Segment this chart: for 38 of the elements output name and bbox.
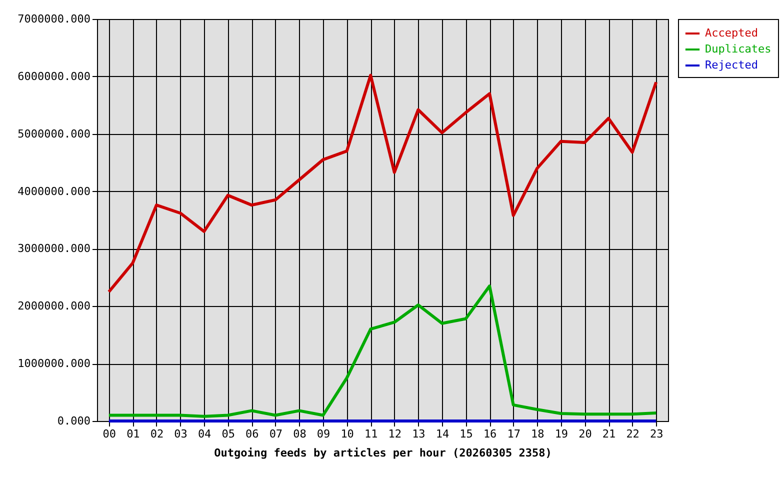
line-series <box>107 284 658 418</box>
x-tick-label: 10 <box>340 428 354 440</box>
x-tick-label: 09 <box>316 428 330 440</box>
legend-label: Duplicates <box>705 42 772 56</box>
y-tick-label: 2000000.000 <box>18 300 90 313</box>
x-tick-label: 01 <box>126 428 140 440</box>
x-tick-label: 12 <box>388 428 402 440</box>
x-tick-label: 13 <box>412 428 426 440</box>
x-tick-label: 03 <box>174 428 188 440</box>
x-tick-label: 02 <box>150 428 164 440</box>
x-tick-label: 17 <box>507 428 520 440</box>
y-tick-label: 7000000.000 <box>18 12 90 26</box>
y-tick-label: 1000000.000 <box>18 357 90 370</box>
x-tick-label: 05 <box>222 428 235 440</box>
legend-label: Accepted <box>705 26 758 40</box>
y-tick-label: 3000000.000 <box>18 242 90 256</box>
y-tick-label: 5000000.000 <box>18 127 90 140</box>
x-tick-label: 11 <box>364 428 378 440</box>
x-tick-label: 23 <box>650 428 664 440</box>
y-tick-label: 0.000 <box>57 414 90 428</box>
line-series <box>107 74 658 294</box>
x-tick-label: 16 <box>483 428 497 440</box>
legend-label: Rejected <box>705 58 758 72</box>
y-tick-label: 4000000.000 <box>18 184 90 198</box>
x-tick-label: 08 <box>293 428 306 440</box>
x-tick-label: 18 <box>531 428 544 440</box>
x-tick-label: 00 <box>102 428 116 440</box>
x-tick-label: 21 <box>602 428 616 440</box>
x-tick-label: 19 <box>554 428 568 440</box>
x-tick-label: 15 <box>460 428 473 440</box>
x-tick-label: 07 <box>269 428 283 440</box>
y-tick-label: 6000000.000 <box>18 70 90 83</box>
x-axis-title: Outgoing feeds by articles per hour (20260305 2358) <box>214 446 552 460</box>
x-tick-label: 20 <box>578 428 592 440</box>
x-tick-label: 04 <box>198 428 212 440</box>
x-tick-label: 06 <box>246 428 259 440</box>
x-tick-label: 22 <box>626 428 640 440</box>
x-tick-label: 14 <box>436 428 450 440</box>
